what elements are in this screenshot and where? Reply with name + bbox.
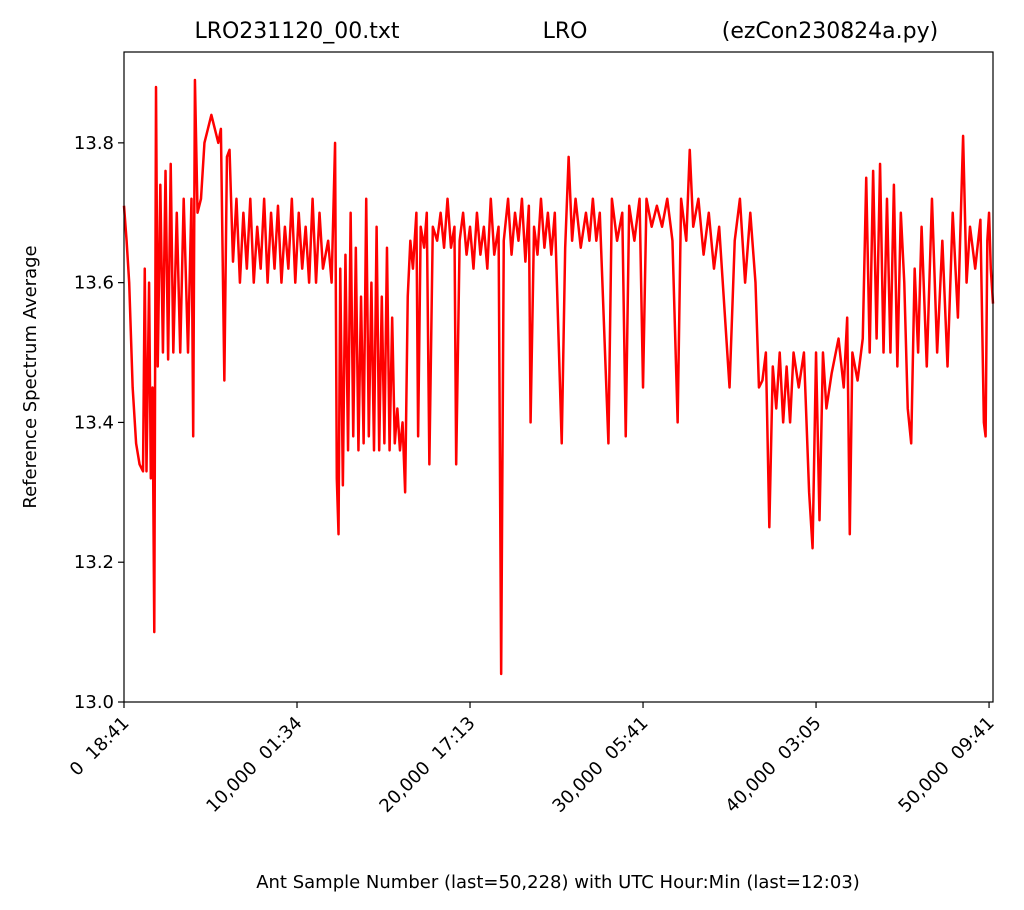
data-line xyxy=(122,78,995,676)
x-tick-label: 40,000 03:05 xyxy=(721,713,825,817)
y-tick-label: 13.6 xyxy=(74,273,114,294)
x-tick-label: 20,000 17:13 xyxy=(375,713,479,817)
y-axis-label: Reference Spectrum Average xyxy=(20,245,41,508)
y-tick-label: 13.4 xyxy=(74,412,114,433)
title-right: (ezCon230824a.py) xyxy=(722,19,938,44)
x-axis-label: Ant Sample Number (last=50,228) with UTC… xyxy=(256,872,860,893)
y-tick-label: 13.8 xyxy=(74,133,114,154)
y-tick-label: 13.2 xyxy=(74,552,114,573)
title-left: LRO231120_00.txt xyxy=(194,19,399,44)
x-tick-label: 30,000 05:41 xyxy=(548,713,652,817)
x-tick-label: 50,000 09:41 xyxy=(894,713,998,817)
x-tick-label: 0 18:41 xyxy=(66,713,134,781)
x-tick-label: 10,000 01:34 xyxy=(202,713,306,817)
y-tick-label: 13.0 xyxy=(74,692,114,713)
plot-frame xyxy=(123,51,994,703)
chart-title: LRO xyxy=(543,19,588,44)
